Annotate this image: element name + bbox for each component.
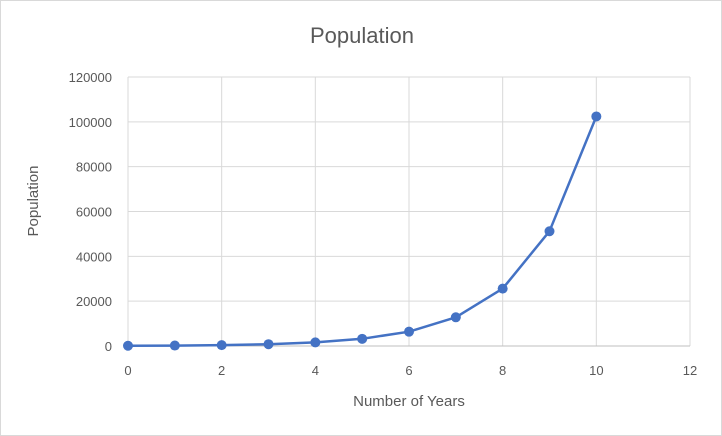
x-tick-labels: 0 2 4 6 8 10 12 <box>124 363 697 378</box>
data-point <box>169 340 180 351</box>
y-tick-label: 100000 <box>69 115 112 130</box>
x-tick-label: 12 <box>683 363 697 378</box>
series-line <box>127 116 598 348</box>
data-point <box>123 340 133 351</box>
data-point <box>357 333 368 344</box>
data-point <box>450 312 461 323</box>
y-tick-label: 80000 <box>76 160 112 175</box>
x-tick-label: 10 <box>589 363 603 378</box>
y-tick-label: 60000 <box>76 205 112 220</box>
x-axis-title: Number of Years <box>353 393 465 410</box>
y-tick-label: 20000 <box>76 294 112 309</box>
y-tick-labels: 0 20000 40000 60000 80000 100000 120000 <box>69 70 112 354</box>
series-group <box>123 111 602 351</box>
y-tick-label: 40000 <box>76 249 112 264</box>
y-tick-label: 120000 <box>69 70 112 85</box>
data-point <box>310 337 321 348</box>
x-tick-label: 2 <box>218 363 225 378</box>
x-tick-label: 4 <box>312 363 319 378</box>
data-point <box>591 111 602 122</box>
x-tick-label: 0 <box>124 363 131 378</box>
y-gridlines <box>128 76 690 302</box>
data-point <box>263 339 274 350</box>
x-tick-label: 6 <box>405 363 412 378</box>
data-point <box>216 340 227 351</box>
data-point <box>544 226 555 237</box>
chart-title: Population <box>310 23 414 48</box>
data-point <box>404 326 414 337</box>
x-tick-label: 8 <box>499 363 506 378</box>
data-point <box>497 283 508 294</box>
y-tick-label: 0 <box>105 339 112 354</box>
y-axis-title: Population <box>25 166 42 237</box>
